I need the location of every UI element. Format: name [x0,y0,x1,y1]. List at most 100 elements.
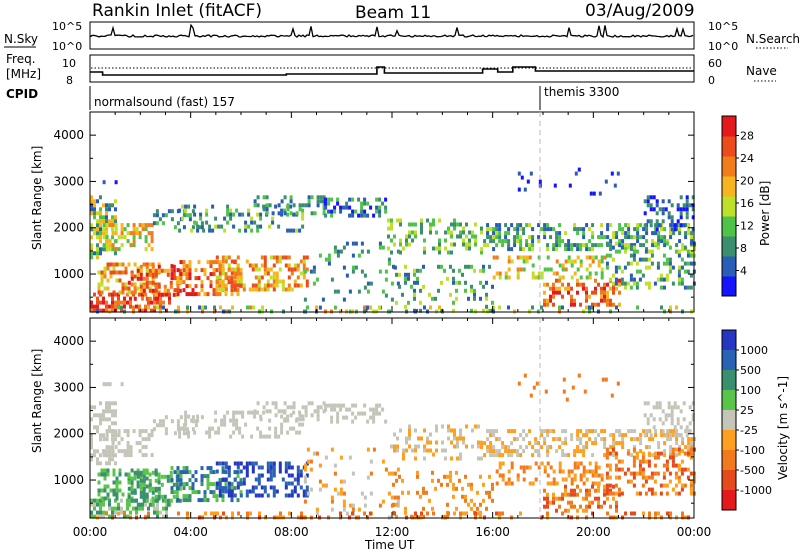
echo-cell [501,511,504,516]
nave-label: Nave [746,64,777,78]
echo-cell [232,224,236,229]
echo-cell [411,222,414,227]
echo-cell [420,222,423,227]
echo-cell [600,255,604,260]
echo-cell [272,461,276,466]
echo-cell [429,230,432,235]
echo-cell [529,171,533,176]
echo-cell [99,510,102,515]
echo-cell [670,421,674,426]
echo-cell [498,449,502,454]
echo-cell [480,441,484,446]
echo-cell [600,231,604,236]
echo-cell [632,249,636,254]
echo-cell [504,223,508,228]
echo-cell [147,223,151,228]
echo-cell [226,220,230,225]
echo-cell [187,204,191,209]
echo-cell [462,238,465,243]
velocity-ylabel-tick: 2000 [53,427,84,441]
echo-cell [318,487,322,492]
echo-cell [552,282,555,287]
echo-cell [438,218,441,223]
echo-cell [522,437,526,442]
echo-cell [307,199,311,204]
echo-cell [108,401,111,406]
echo-cell [324,213,328,218]
echo-cell [197,225,201,230]
echo-cell [492,433,496,438]
echo-cell [181,426,185,431]
echo-cell [99,417,102,422]
echo-cell [531,445,535,450]
echo-cell [306,447,310,452]
echo-cell [111,243,115,248]
echo-cell [296,477,300,482]
echo-cell [579,259,583,264]
echo-cell [404,304,407,309]
echo-cell [606,235,610,240]
echo-cell [194,268,198,273]
echo-cell [691,417,695,422]
echo-cell [650,475,654,480]
echo-cell [141,453,145,458]
echo-cell [93,227,96,232]
echo-cell [160,494,164,499]
echo-cell [159,304,162,309]
echo-cell [292,228,296,233]
echo-cell [691,401,695,406]
cpid-label: CPID [6,87,38,101]
echo-cell [121,262,125,267]
echo-cell [546,247,550,252]
echo-cell [404,280,407,285]
echo-cell [522,477,526,482]
echo-cell [567,259,571,264]
echo-cell [387,226,390,231]
echo-cell [552,469,556,474]
echo-cell [423,428,426,433]
echo-cell [242,287,246,292]
echo-cell [316,203,320,208]
echo-cell [188,478,192,483]
echo-cell [544,389,548,394]
echo-cell [633,511,636,516]
echo-cell [278,461,282,466]
echo-cell [574,171,578,176]
velocity-colorbar-swatch [722,430,736,451]
echo-cell [564,259,568,264]
echo-cell [111,429,115,434]
echo-cell [567,255,571,260]
echo-cell [585,298,588,303]
echo-cell [112,262,116,267]
echo-cell [552,492,555,497]
echo-cell [683,483,687,488]
echo-cell [396,503,400,508]
echo-cell [218,284,222,289]
echo-cell [655,401,659,406]
echo-cell [446,474,449,479]
echo-cell [455,506,458,511]
echo-cell [286,212,290,217]
echo-cell [249,305,252,310]
freq-panel [89,54,695,83]
echo-cell [127,474,131,479]
echo-cell [651,453,655,458]
echo-cell [517,381,521,386]
echo-cell [468,246,471,251]
echo-cell [226,410,230,415]
echo-cell [617,459,621,464]
echo-cell [141,445,145,450]
echo-cell [247,212,251,217]
echo-cell [290,287,294,292]
echo-cell [138,292,141,297]
echo-cell [235,426,239,431]
echo-cell [280,212,284,217]
echo-cell [652,417,656,422]
echo-cell [594,290,597,295]
echo-cell [507,445,511,450]
echo-cell [459,436,462,441]
echo-cell [452,268,455,273]
echo-cell [435,440,438,445]
echo-cell [522,469,526,474]
echo-cell [573,465,577,470]
